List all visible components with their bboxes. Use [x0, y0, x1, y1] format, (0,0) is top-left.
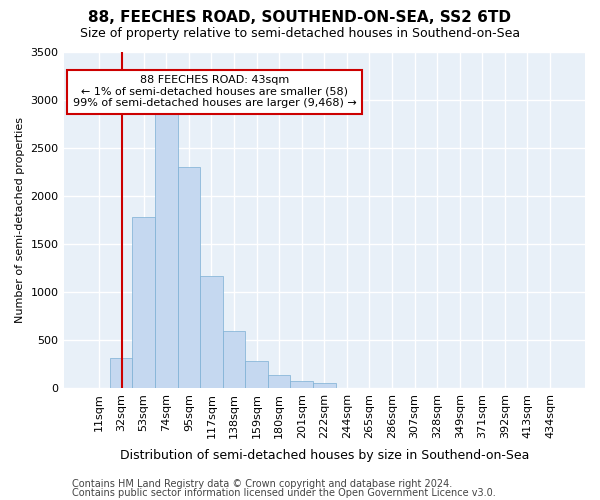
Bar: [245, 361, 268, 388]
Bar: [223, 330, 245, 388]
Text: Contains HM Land Registry data © Crown copyright and database right 2024.: Contains HM Land Registry data © Crown c…: [72, 479, 452, 489]
Bar: [290, 380, 313, 388]
Bar: [313, 383, 335, 388]
Bar: [268, 375, 290, 388]
Bar: [133, 217, 155, 388]
Text: 88 FEECHES ROAD: 43sqm
← 1% of semi-detached houses are smaller (58)
99% of semi: 88 FEECHES ROAD: 43sqm ← 1% of semi-deta…: [73, 75, 356, 108]
Text: 88, FEECHES ROAD, SOUTHEND-ON-SEA, SS2 6TD: 88, FEECHES ROAD, SOUTHEND-ON-SEA, SS2 6…: [89, 10, 511, 25]
Bar: [200, 276, 223, 388]
Bar: [178, 167, 200, 388]
Text: Size of property relative to semi-detached houses in Southend-on-Sea: Size of property relative to semi-detach…: [80, 28, 520, 40]
Y-axis label: Number of semi-detached properties: Number of semi-detached properties: [15, 117, 25, 323]
Text: Contains public sector information licensed under the Open Government Licence v3: Contains public sector information licen…: [72, 488, 496, 498]
Bar: [155, 108, 178, 388]
X-axis label: Distribution of semi-detached houses by size in Southend-on-Sea: Distribution of semi-detached houses by …: [119, 450, 529, 462]
Bar: [110, 358, 133, 388]
